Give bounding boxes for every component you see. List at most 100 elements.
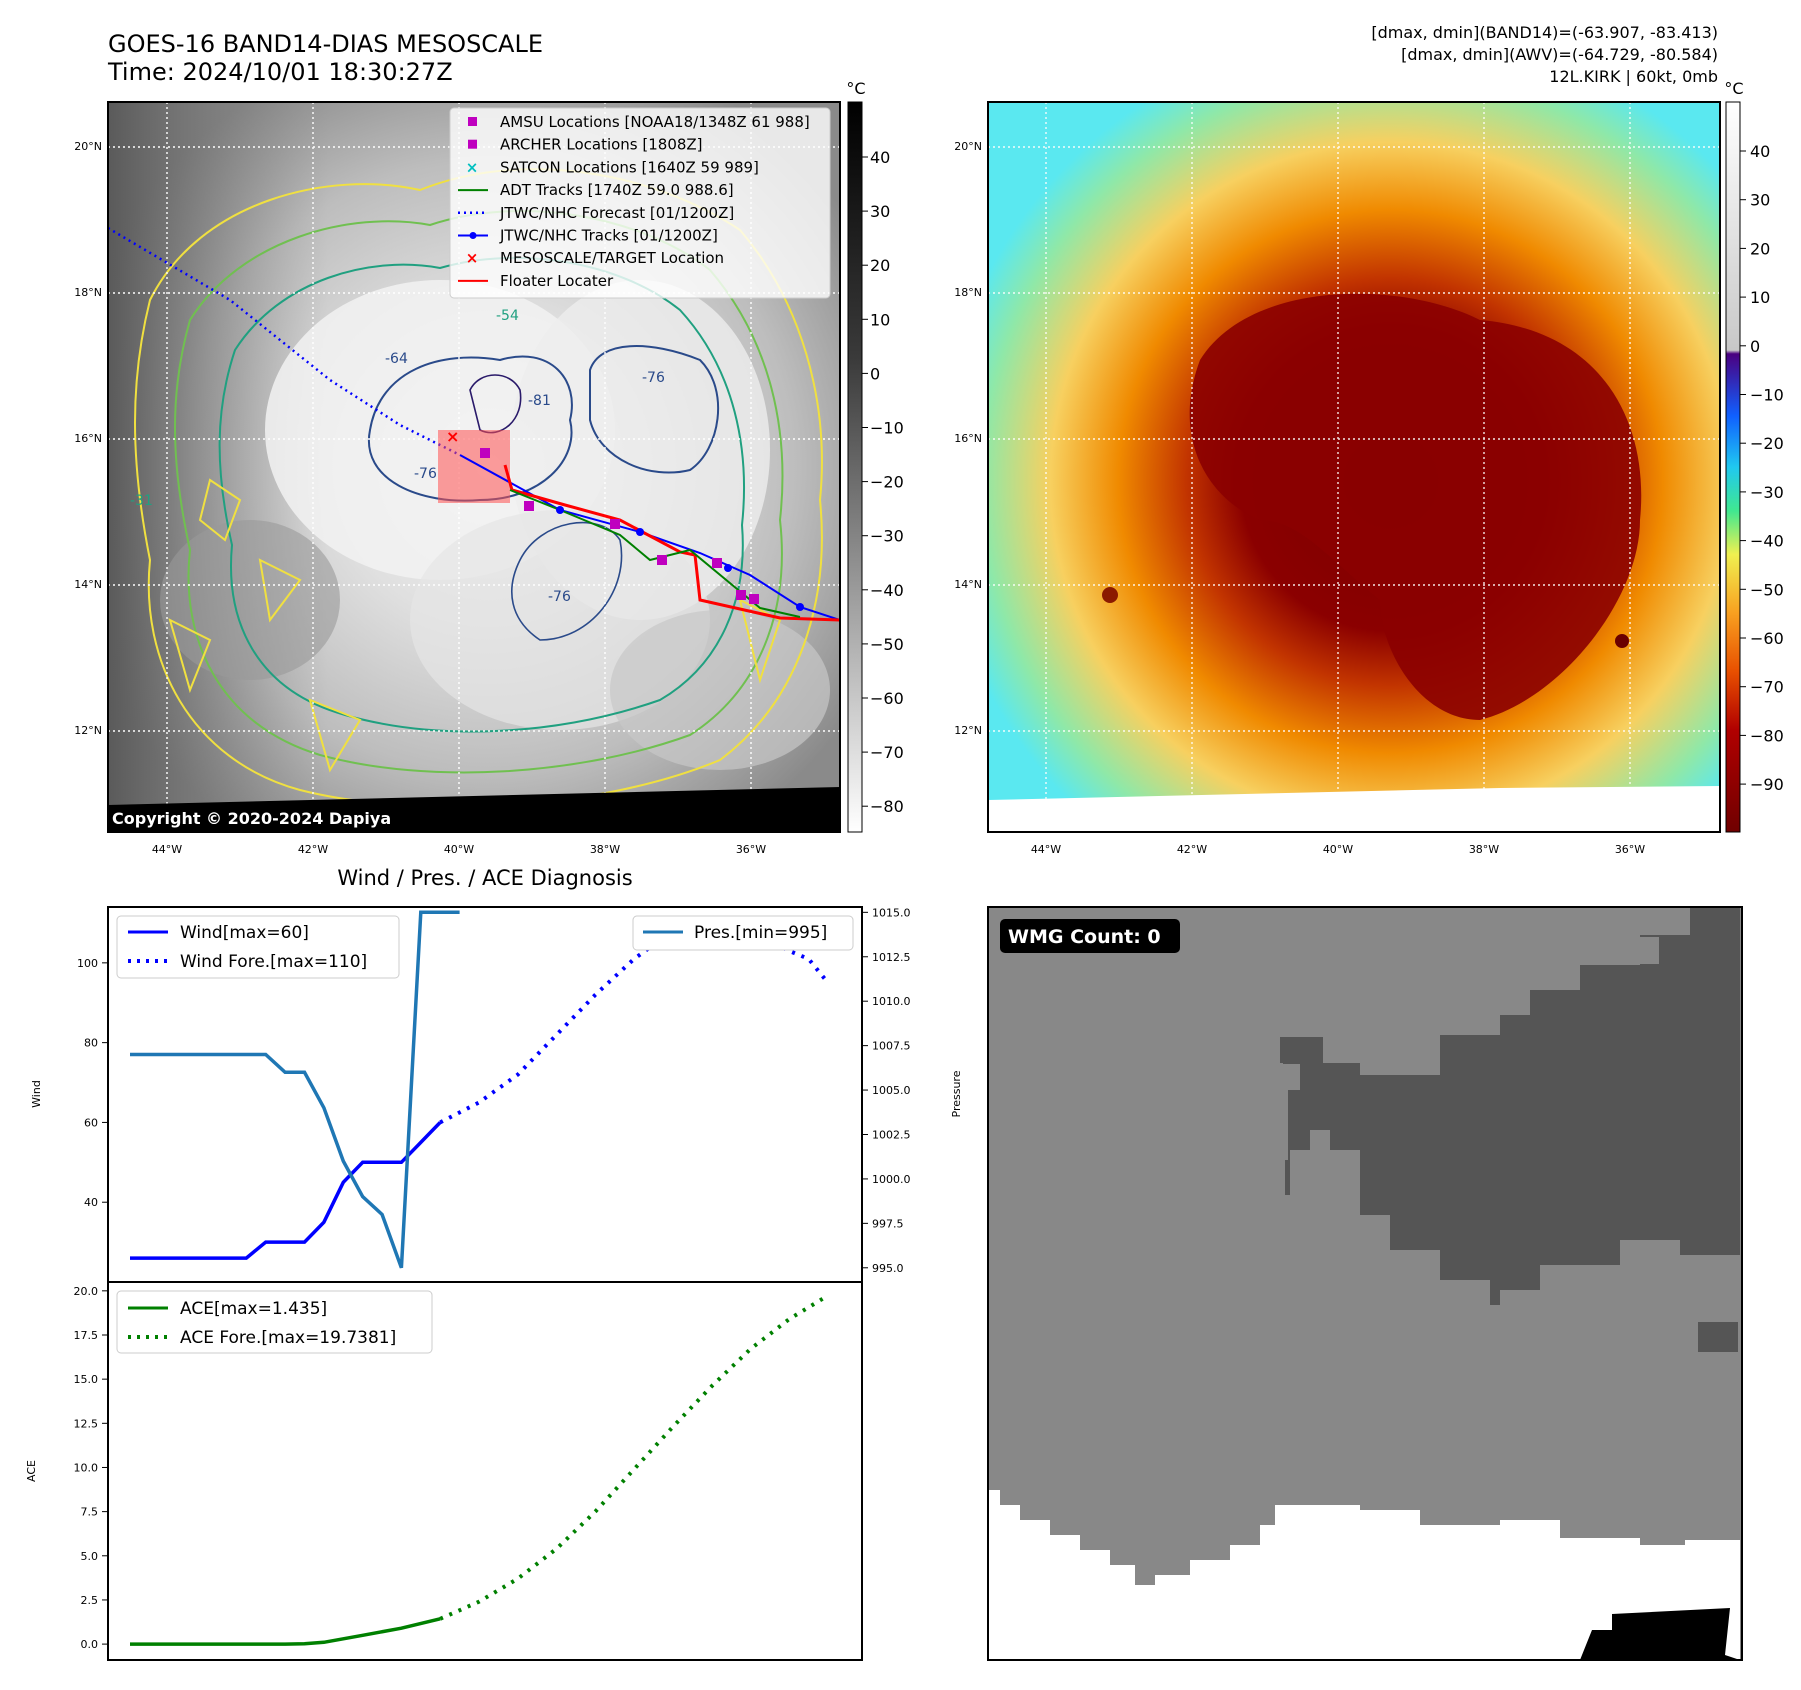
pressure-axis-label: Pressure: [950, 1070, 963, 1117]
cbar2-tick-label: −80: [1750, 726, 1784, 745]
awv-lat-label-18n: 18°N: [954, 286, 982, 299]
wmg-frame: [987, 906, 1743, 1661]
pressure-tick-label: 1015.0: [872, 906, 911, 919]
wmg-black-region: [1580, 1608, 1740, 1660]
legend-square-marker: [468, 117, 477, 126]
legend-pressure: Pres.[min=995]: [694, 923, 827, 943]
contour-label-31: -31: [130, 493, 153, 509]
contour-label-54: -54: [496, 308, 519, 324]
lat-label-14n: 14°N: [74, 578, 102, 591]
pressure-tick-label: 1002.5: [872, 1128, 911, 1141]
awv-lon-label-36w: 36°W: [1615, 843, 1645, 856]
cbar2-tick-label: 10: [1750, 288, 1770, 307]
pressure-tick-label: 1010.0: [872, 995, 911, 1008]
wmg-white-region: [988, 1490, 1740, 1660]
copyright-text: Copyright © 2020-2024 Dapiya: [112, 809, 391, 828]
awv-lat-label-16n: 16°N: [954, 432, 982, 445]
stat-band14: [dmax, dmin](BAND14)=(-63.907, -83.413): [1371, 23, 1718, 42]
wind-legend: Wind[max=60] Wind Fore.[max=110]: [116, 915, 400, 979]
cbar1-tick-label: 40: [870, 148, 890, 167]
map-legend-label: ARCHER Locations [1808Z]: [500, 136, 703, 154]
pressure-tick-label: 997.5: [872, 1217, 904, 1230]
wmg-panel: WMG Count: 0: [987, 906, 1743, 1661]
ace-tick-label: 12.5: [74, 1417, 99, 1430]
awv-lat-label-20n: 20°N: [954, 140, 982, 153]
wind-tick-label: 60: [84, 1116, 98, 1129]
svg-text:×: ×: [446, 427, 459, 446]
pressure-tick-label: 1005.0: [872, 1084, 911, 1097]
stat-awv: [dmax, dmin](AWV)=(-64.729, -80.584): [1401, 45, 1718, 64]
ace-tick-label: 7.5: [81, 1506, 99, 1519]
map-legend-label: JTWC/NHC Forecast [01/1200Z]: [499, 204, 734, 222]
ace-chart: 20.0 17.5 15.0 12.5 10.0 7.5 5.0 2.5 0.0 ACE ACE…: [25, 1281, 863, 1661]
cbar2-tick-label: 20: [1750, 239, 1770, 258]
map-legend-item: ARCHER Locations [1808Z]: [468, 136, 703, 154]
cbar2-tick-label: −20: [1750, 434, 1784, 453]
ace-tick-label: 20.0: [74, 1285, 99, 1298]
map-legend: AMSU Locations [NOAA18/1348Z 61 988] ARCH…: [449, 107, 831, 299]
lat-label-12n: 12°N: [74, 724, 102, 737]
pressure-tick-label: 1000.0: [872, 1173, 911, 1186]
cbar1-tick-label: −10: [870, 419, 904, 438]
legend-square-marker: [468, 139, 477, 149]
map-legend-label: JTWC/NHC Tracks [01/1200Z]: [499, 227, 718, 245]
map-legend-item: × MESOSCALE/TARGET Location: [466, 249, 724, 267]
cbar1-tick-label: −70: [870, 743, 904, 762]
ace-tick-label: 10.0: [74, 1461, 99, 1474]
cbar1-tick-label: −60: [870, 689, 904, 708]
wmg-count-badge: [1000, 919, 1180, 953]
cbar2-tick-label: −60: [1750, 629, 1784, 648]
lat-label-18n: 18°N: [74, 286, 102, 299]
awv-lon-label-42w: 42°W: [1177, 843, 1207, 856]
cbar2-tick-label: −40: [1750, 532, 1784, 551]
awv-map: [988, 102, 1720, 832]
wind-pressure-chart: 100 80 60 40 1015.0 1012.5 1010.0 1007.5 1005.0…: [30, 906, 963, 1283]
cbar1-tick-label: −80: [870, 797, 904, 816]
colorbar-awv: °C 40 30 20 10 0 −10 −20 −30 −40 −50 −60 −70 −80 −90: [1724, 79, 1784, 833]
wind-tick-label: 100: [77, 957, 98, 970]
map-legend-item: JTWC/NHC Tracks [01/1200Z]: [458, 227, 718, 245]
legend-x-marker: ×: [466, 249, 479, 267]
wmg-dark-region: [1280, 907, 1740, 1305]
ace-tick-label: 17.5: [74, 1329, 99, 1342]
map-legend-item: AMSU Locations [NOAA18/1348Z 61 988]: [468, 113, 810, 131]
awv-map-frame: [987, 101, 1721, 833]
cbar2-tick-label: −50: [1750, 580, 1784, 599]
storm-info: 12L.KIRK | 60kt, 0mb: [1549, 67, 1718, 86]
legend-wind: Wind[max=60]: [180, 923, 309, 943]
cbar2-tick-label: 0: [1750, 337, 1760, 356]
ace-legend: ACE[max=1.435] ACE Fore.[max=19.7381]: [116, 1290, 433, 1354]
pressure-legend: Pres.[min=995]: [632, 915, 854, 951]
lat-label-16n: 16°N: [74, 432, 102, 445]
legend-ace: ACE[max=1.435]: [180, 1299, 327, 1319]
map-legend-item: ADT Tracks [1740Z 59.0 988.6]: [458, 181, 734, 199]
ace-axis-label: ACE: [25, 1460, 38, 1482]
awv-lon-label-40w: 40°W: [1323, 843, 1353, 856]
ace-tick-label: 0.0: [81, 1638, 99, 1651]
cbar2-tick-label: −30: [1750, 483, 1784, 502]
cbar1-tick-label: 20: [870, 256, 890, 275]
contour-label-76b: -76: [642, 370, 665, 386]
contour-label-76a: -76: [414, 466, 437, 482]
cbar2-tick-label: 30: [1750, 191, 1770, 210]
map-legend-item: Floater Locater: [458, 272, 614, 290]
diag-title: Wind / Pres. / ACE Diagnosis: [337, 866, 632, 890]
contour-label-76c: -76: [548, 589, 571, 605]
cbar2-tick-label: −90: [1750, 775, 1784, 794]
series-pres-line: [130, 910, 460, 1269]
wind-axis-label: Wind: [30, 1080, 43, 1108]
cbar2-tick-label: −70: [1750, 678, 1784, 697]
figure-title: GOES-16 BAND14-DIAS MESOSCALE: [108, 30, 543, 58]
wind-tick-label: 80: [84, 1037, 98, 1050]
cbar1-tick-label: −30: [870, 527, 904, 546]
lat-label-20n: 20°N: [74, 140, 102, 153]
awv-lat-label-12n: 12°N: [954, 724, 982, 737]
lon-label-40w: 40°W: [444, 843, 474, 856]
colorbar-awv-unit: °C: [1724, 79, 1743, 98]
map-legend-label: AMSU Locations [NOAA18/1348Z 61 988]: [500, 113, 810, 131]
wind-tick-label: 40: [84, 1196, 98, 1209]
lon-label-42w: 42°W: [298, 843, 328, 856]
map-legend-label: SATCON Locations [1640Z 59 989]: [500, 158, 759, 176]
map-legend-label: MESOSCALE/TARGET Location: [500, 249, 724, 267]
